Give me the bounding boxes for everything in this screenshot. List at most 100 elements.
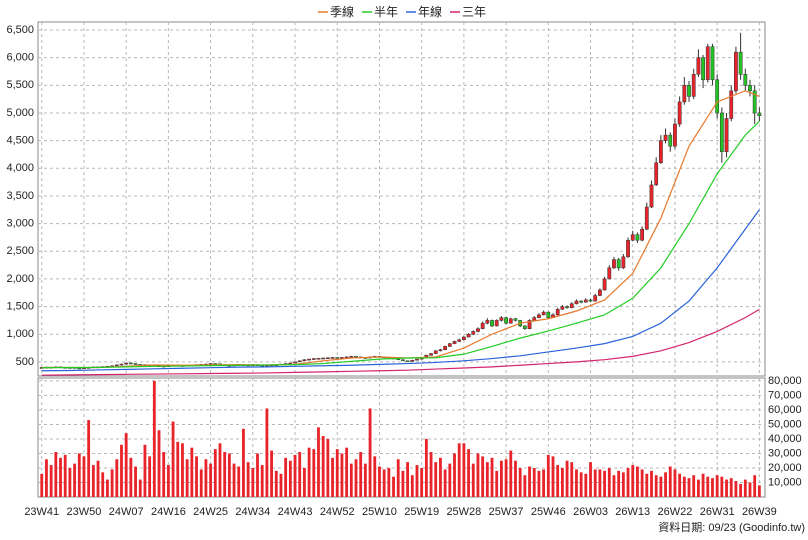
volume-bar <box>392 476 395 497</box>
candle-body <box>490 320 494 327</box>
volume-bar <box>457 443 461 497</box>
volume-bar <box>171 421 175 497</box>
y2-tick-label: 60,000 <box>768 404 802 416</box>
candle-body <box>325 357 330 359</box>
volume-bar <box>415 465 419 497</box>
candle-body <box>588 299 593 302</box>
x-tick-label: 26W03 <box>573 506 608 518</box>
volume-bar <box>382 469 386 497</box>
candle-body <box>438 349 443 352</box>
volume-bar <box>246 462 250 497</box>
candle-body <box>598 289 602 296</box>
candle-body <box>480 322 485 329</box>
volume-bar <box>260 465 264 497</box>
volume-bar <box>91 465 95 497</box>
volume-bar <box>528 466 531 497</box>
candle-body <box>485 320 490 324</box>
volume-bar <box>668 466 672 497</box>
volume-bar <box>378 466 381 497</box>
y-tick-label: 6,500 <box>6 24 34 36</box>
candle-body <box>471 331 476 335</box>
x-tick-label: 25W28 <box>446 506 481 518</box>
volume-bar <box>565 460 569 497</box>
volume-bar <box>218 443 222 497</box>
volume-bar <box>331 457 334 497</box>
volume-bar <box>734 481 738 497</box>
volume-bar <box>757 485 761 497</box>
candle-body <box>649 184 654 208</box>
x-tick-label: 24W43 <box>278 506 313 518</box>
volume-bar <box>157 430 161 497</box>
volume-bar <box>340 453 344 497</box>
volume-bar <box>349 463 353 497</box>
volume-bar <box>448 463 452 497</box>
candle-body <box>715 79 720 114</box>
volume-bar <box>143 444 147 497</box>
candle-body <box>555 309 560 316</box>
volume-bar <box>720 476 724 497</box>
candle-body <box>565 306 569 308</box>
volume-bar <box>166 465 170 497</box>
volume-bar <box>293 454 297 497</box>
x-tick-label: 24W16 <box>151 506 186 518</box>
candle-body <box>443 346 448 350</box>
candle-body <box>429 353 433 356</box>
candle-body <box>579 300 584 303</box>
legend-label: 半年 <box>374 5 398 19</box>
volume-bar <box>227 453 231 497</box>
candle-body <box>302 359 307 362</box>
candle-body <box>447 343 452 347</box>
candle-body <box>77 367 82 370</box>
candle-body <box>635 234 640 241</box>
candle-body <box>612 259 616 269</box>
y-tick-label: 5,000 <box>6 107 34 119</box>
y-tick-label: 1,000 <box>6 328 34 340</box>
volume-bar <box>251 467 255 497</box>
volume-bar <box>410 475 414 497</box>
candle-body <box>476 328 480 332</box>
volume-bar <box>101 472 105 497</box>
volume-bar <box>317 427 320 497</box>
volume-bar <box>678 473 682 497</box>
volume-bar <box>120 444 123 497</box>
x-tick-label: 24W07 <box>109 506 144 518</box>
volume-bar <box>195 456 198 497</box>
volume-bar <box>185 459 189 497</box>
volume-bar <box>96 460 100 497</box>
volume-bar <box>49 465 53 497</box>
candle-body <box>124 362 129 365</box>
candle-body <box>724 118 729 152</box>
candle-body <box>574 300 579 305</box>
volume-bar <box>682 476 686 497</box>
volume-bar <box>176 441 180 497</box>
candle-body <box>508 318 513 324</box>
candle-body <box>321 357 326 360</box>
y2-tick-label: 30,000 <box>768 447 802 459</box>
volume-bar <box>134 466 137 497</box>
volume-bar <box>490 457 494 497</box>
candle-body <box>504 317 508 324</box>
volume-bar <box>504 459 508 497</box>
volume-bar <box>476 453 480 497</box>
volume-bar <box>725 479 728 497</box>
candle-body <box>335 357 340 359</box>
candle-body <box>128 362 133 365</box>
volume-bar <box>659 476 663 497</box>
candle-body <box>696 57 701 75</box>
volume-bar <box>152 380 156 497</box>
volume-bar <box>54 452 58 497</box>
volume-bar <box>359 452 363 497</box>
candle-body <box>307 358 311 361</box>
volume-bar <box>265 408 269 497</box>
volume-bar <box>326 438 330 497</box>
candle-body <box>748 85 752 92</box>
moving-average-line <box>41 308 760 376</box>
volume-bar <box>514 460 517 497</box>
volume-bar <box>499 460 503 497</box>
volume-bar <box>68 467 72 497</box>
volume-bar <box>485 462 489 497</box>
candle-body <box>560 306 565 310</box>
candle-body <box>297 360 302 363</box>
x-tick-label: 24W52 <box>320 506 355 518</box>
